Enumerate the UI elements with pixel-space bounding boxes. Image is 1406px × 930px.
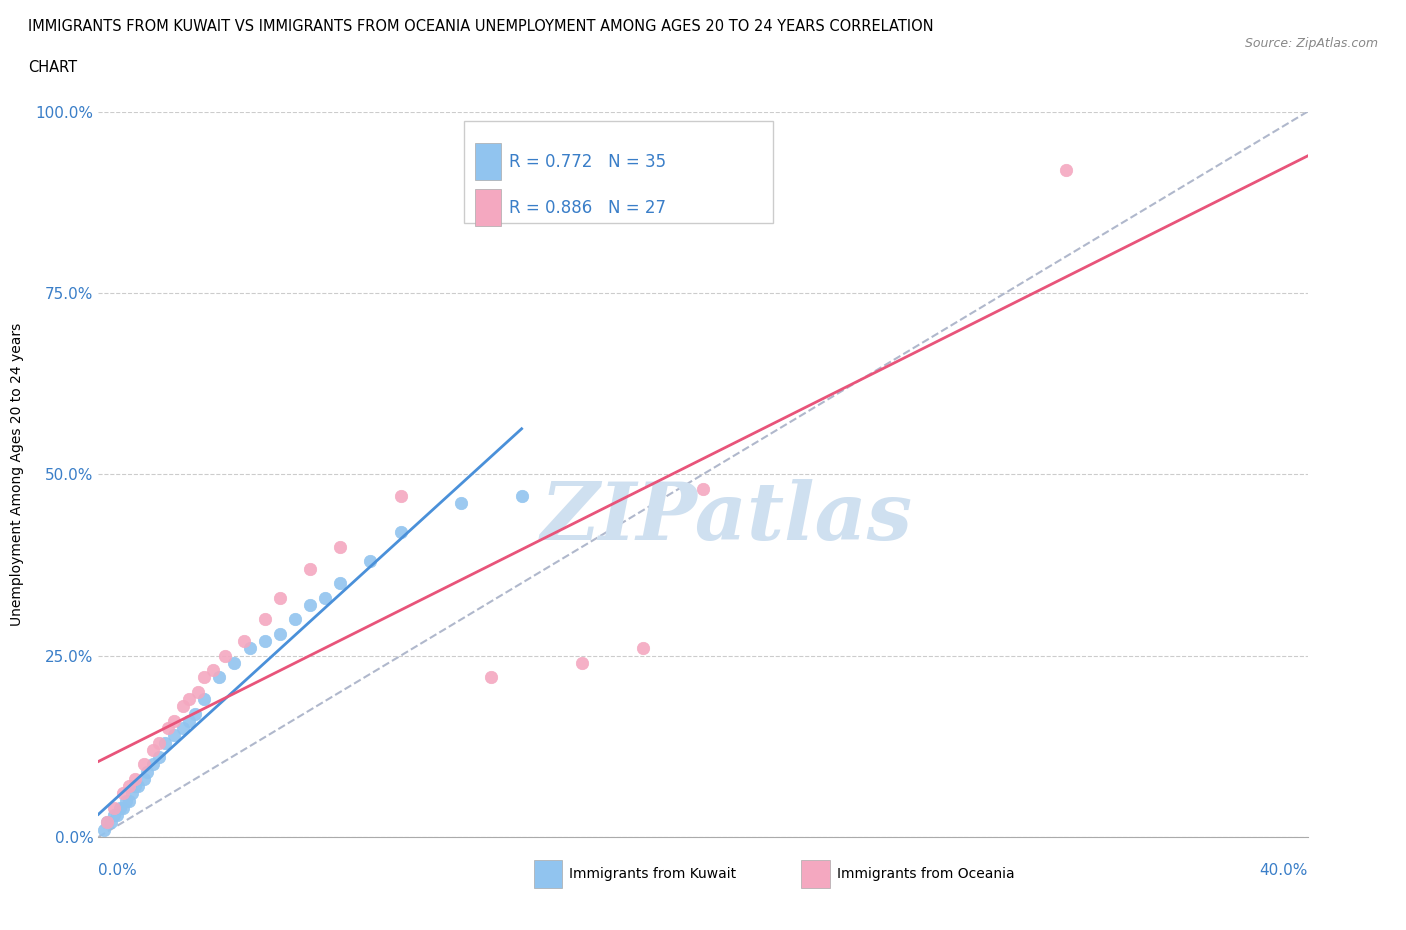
Text: 40.0%: 40.0% [1260,863,1308,878]
Point [1054,162,1077,177]
Point [105,808,128,823]
Point [111,801,134,816]
Point [148,736,170,751]
Point [121,786,143,801]
Point [450,496,472,511]
Text: IMMIGRANTS FROM KUWAIT VS IMMIGRANTS FROM OCEANIA UNEMPLOYMENT AMONG AGES 20 TO : IMMIGRANTS FROM KUWAIT VS IMMIGRANTS FRO… [28,19,934,33]
Point [202,663,225,678]
Point [224,656,246,671]
Point [284,612,307,627]
Point [232,633,254,648]
Point [269,591,291,605]
Point [132,757,155,772]
Point [172,699,194,714]
Point [142,757,165,772]
Text: R = 0.772   N = 35: R = 0.772 N = 35 [509,153,666,171]
Text: Immigrants from Oceania: Immigrants from Oceania [837,867,1014,882]
Point [184,706,207,721]
Point [193,670,215,684]
Text: Immigrants from Kuwait: Immigrants from Kuwait [569,867,737,882]
Point [96,815,118,830]
Point [179,713,201,728]
Point [132,772,155,787]
Point [389,525,412,539]
Point [269,627,291,642]
Point [329,539,352,554]
Point [100,815,122,830]
Text: R = 0.886   N = 27: R = 0.886 N = 27 [509,199,666,217]
Text: CHART: CHART [28,60,77,75]
Point [299,597,322,612]
Point [253,633,276,648]
Point [93,822,115,837]
Point [481,670,503,684]
Point [510,488,533,503]
Point [631,641,654,656]
Point [329,576,352,591]
Point [148,750,170,764]
Point [142,742,165,757]
Point [299,561,322,576]
Text: ZIPatlas: ZIPatlas [541,479,914,556]
Point [193,692,215,707]
Point [156,721,179,736]
Point [118,778,141,793]
Point [108,801,131,816]
Text: 0.0%: 0.0% [98,863,138,878]
Point [124,772,146,787]
Point [124,778,146,793]
Point [214,648,236,663]
Point [114,793,136,808]
Point [208,670,231,684]
Point [571,656,593,671]
Point [239,641,262,656]
Y-axis label: Unemployment Among Ages 20 to 24 years: Unemployment Among Ages 20 to 24 years [10,323,24,626]
Point [153,736,176,751]
Point [163,728,186,743]
Point [253,612,276,627]
Point [314,591,336,605]
Point [111,786,134,801]
Text: Source: ZipAtlas.com: Source: ZipAtlas.com [1244,37,1378,50]
Point [135,764,157,779]
Point [127,778,149,793]
Point [103,801,125,816]
Point [360,554,382,569]
Point [179,692,201,707]
Point [172,721,194,736]
Point [118,793,141,808]
Point [389,488,412,503]
Point [96,815,118,830]
Point [163,713,186,728]
Point [103,808,125,823]
Point [187,684,209,699]
Point [692,482,714,497]
